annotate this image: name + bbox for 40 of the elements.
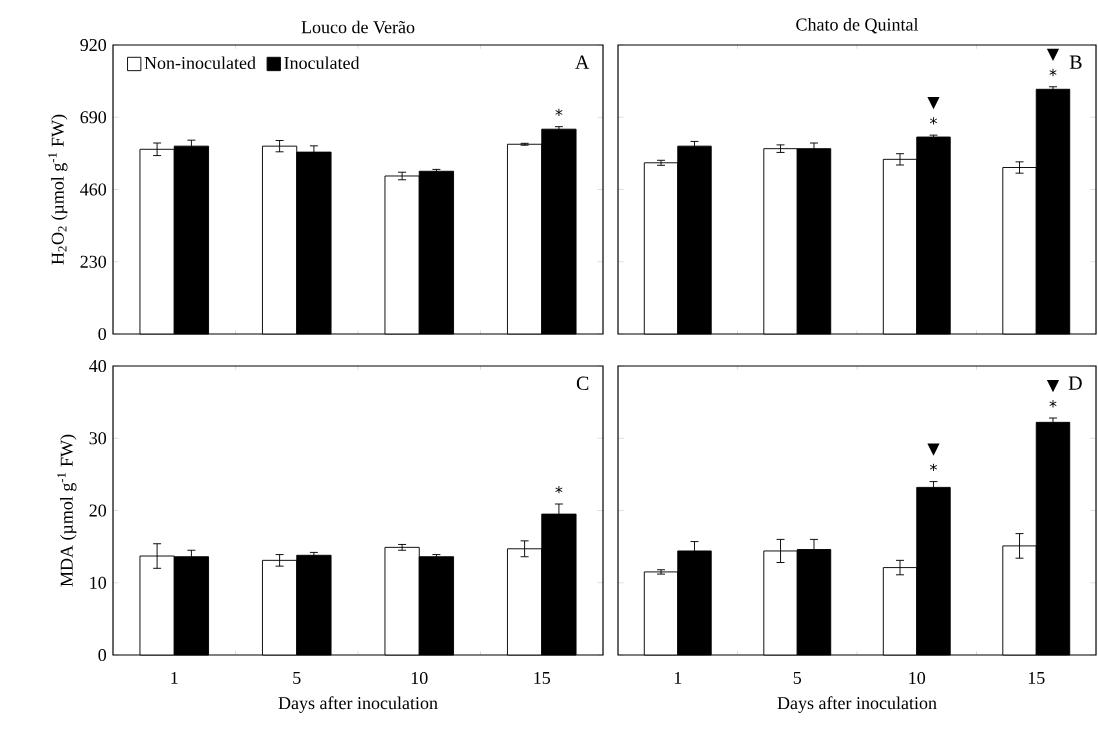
y-tick-label: 30 [89, 432, 107, 445]
chart-title: Louco de Verão [301, 20, 415, 34]
annotation: * [555, 108, 563, 117]
annotation: * [1049, 68, 1057, 77]
x-tick-label: 1 [674, 671, 682, 684]
annotation: * [1049, 400, 1057, 408]
annotation: ▼ [1046, 48, 1060, 61]
x-axis-title: Days after inoculation [777, 696, 937, 713]
annotation: ▼ [1046, 379, 1060, 393]
y-axis-title: H$_{2}$O$_{2}$ (µmol g$^{-1}$ FW) [48, 114, 68, 265]
annotation: * [929, 463, 938, 471]
y-axis-title: MDA (µmol g$^{-1}$ FW) [57, 434, 77, 587]
y-tick-label: 20 [89, 504, 107, 517]
annotation: A [575, 55, 590, 69]
x-tick-label: 10 [909, 671, 926, 685]
annotation: * [555, 486, 563, 494]
x-tick-label: 5 [293, 671, 301, 684]
y-tick-label: 230 [80, 255, 107, 268]
y-tick-label: 460 [80, 183, 107, 196]
annotation: B [1069, 55, 1082, 69]
chart-title: Chato de Quintal [796, 18, 919, 34]
y-tick-label: 690 [80, 111, 107, 124]
y-tick-label: 40 [89, 359, 107, 373]
legend-label: Inoculated [284, 56, 360, 70]
x-axis-title: Days after inoculation [278, 696, 438, 713]
y-tick-label: 10 [90, 576, 107, 589]
x-tick-label: 15 [1028, 671, 1045, 684]
y-tick-label: 920 [80, 38, 107, 52]
annotation: * [929, 117, 938, 125]
annotation: ▼ [927, 97, 940, 110]
x-tick-label: 15 [534, 671, 551, 684]
x-tick-label: 1 [171, 671, 178, 684]
legend-label: Non-inoculated [144, 56, 256, 70]
annotation: C [576, 376, 589, 391]
annotation: ▼ [927, 443, 940, 456]
y-tick-label: 0 [98, 327, 107, 341]
annotation: D [1068, 376, 1082, 390]
y-tick-label: 0 [98, 648, 107, 662]
x-tick-label: 5 [793, 671, 802, 684]
x-tick-label: 10 [411, 671, 428, 685]
